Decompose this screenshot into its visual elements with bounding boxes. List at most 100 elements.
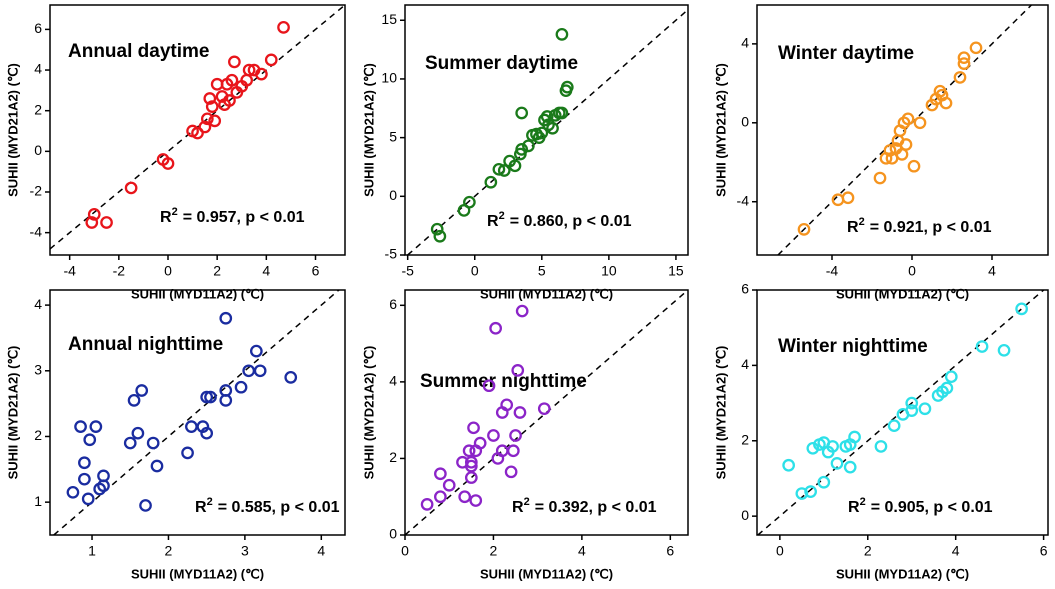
x-tick-label: -4 xyxy=(63,263,76,279)
point xyxy=(782,458,795,472)
point xyxy=(957,51,971,65)
point xyxy=(74,420,87,433)
x-axis-label: SUHII (MYD11A2) (℃) xyxy=(131,566,264,581)
annotation-sup: 2 xyxy=(172,206,178,218)
point xyxy=(127,393,141,407)
point xyxy=(469,494,483,507)
x-tick-label: 2 xyxy=(165,543,173,559)
annotation-prefix: R xyxy=(160,209,172,226)
y-tick-label: 2 xyxy=(34,427,42,443)
point xyxy=(848,430,861,444)
annotation: R2 = 0.392, p < 0.01 xyxy=(512,496,657,516)
point xyxy=(817,475,831,489)
y-tick-label: 4 xyxy=(741,356,749,372)
point xyxy=(830,457,844,470)
point xyxy=(467,421,480,435)
point xyxy=(284,371,298,384)
point xyxy=(797,222,811,236)
y-tick-label: -2 xyxy=(30,183,43,199)
y-tick-label: 10 xyxy=(381,70,397,86)
annotation-text: = 0.860, p < 0.01 xyxy=(510,213,632,230)
point xyxy=(522,139,535,153)
point xyxy=(150,459,164,473)
point xyxy=(484,175,498,189)
x-tick-label: 6 xyxy=(1040,543,1048,559)
plot-frame xyxy=(756,289,1049,536)
panel: 0 2 4 6 0 2 4 6 SUHII (MYD11A2) (℃) SUHII (MYD21A… xyxy=(361,289,689,581)
point xyxy=(420,498,434,511)
point xyxy=(997,343,1011,357)
y-tick-label: 3 xyxy=(34,361,42,377)
x-tick-label: 2 xyxy=(213,263,221,279)
y-tick-label: -4 xyxy=(737,192,750,208)
y-tick-label: 6 xyxy=(34,20,42,36)
y-axis-label: SUHII (MYD21A2) (℃) xyxy=(713,346,728,480)
annotation-text: = 0.921, p < 0.01 xyxy=(870,219,992,236)
x-tick-label: 0 xyxy=(471,263,479,279)
y-tick-label: -5 xyxy=(385,246,398,262)
y-tick-label: 6 xyxy=(389,296,397,312)
point xyxy=(83,433,97,447)
x-tick-label: 4 xyxy=(262,263,270,279)
point xyxy=(918,402,932,416)
x-axis-label: SUHII (MYD11A2) (℃) xyxy=(836,566,969,581)
panel: 0 2 4 6 0 2 4 6 SUHII (MYD11A2) (℃) SUHII (MYD21A… xyxy=(713,281,1049,581)
point xyxy=(907,159,921,173)
y-tick-label: 0 xyxy=(741,114,749,130)
y-tick-label: 2 xyxy=(34,101,42,117)
point xyxy=(555,106,569,120)
x-axis-label: SUHII (MYD11A2) (℃) xyxy=(131,286,264,301)
x-tick-label: 4 xyxy=(952,543,960,559)
x-tick-label: -5 xyxy=(401,263,414,279)
x-tick-label: 4 xyxy=(578,543,586,559)
y-tick-label: 4 xyxy=(389,373,397,389)
point xyxy=(515,106,529,120)
point xyxy=(473,436,487,450)
point xyxy=(85,216,99,229)
point xyxy=(66,485,80,499)
point xyxy=(200,112,214,126)
point xyxy=(940,381,954,395)
x-axis-label: SUHII (MYD11A2) (℃) xyxy=(480,286,613,301)
point xyxy=(89,420,103,433)
y-tick-label: -4 xyxy=(30,223,43,239)
x-axis-label: SUHII (MYD11A2) (℃) xyxy=(480,566,613,581)
point xyxy=(200,390,214,404)
point xyxy=(204,390,217,404)
point xyxy=(542,118,555,132)
y-tick-label: 6 xyxy=(741,281,749,297)
point xyxy=(883,144,897,157)
point xyxy=(277,21,290,34)
y-axis-label: SUHII (MYD21A2) (℃) xyxy=(5,63,20,197)
panel: -4 -2 0 2 4 6 -4 -2 0 2 4 6 SUHII (MYD11A2) (℃) SUHII… xyxy=(5,4,346,301)
x-tick-label: 6 xyxy=(312,263,320,279)
point xyxy=(463,195,476,209)
point xyxy=(442,478,456,492)
plot-frame xyxy=(49,4,346,256)
point xyxy=(434,490,447,504)
y-tick-label: 0 xyxy=(389,526,397,542)
point xyxy=(874,440,888,453)
point xyxy=(181,446,194,460)
panel: -5 0 5 10 15 -5 0 5 10 15 SUHII (MYD11A2) (℃) SUHII… xyxy=(361,4,689,301)
point xyxy=(464,471,478,484)
panel-title: Winter nighttime xyxy=(778,336,928,357)
point xyxy=(242,63,256,77)
y-tick-label: 4 xyxy=(34,61,42,77)
y-axis-label: SUHII (MYD21A2) (℃) xyxy=(361,63,376,197)
point xyxy=(434,467,447,481)
point xyxy=(1015,302,1028,316)
x-tick-label: 2 xyxy=(490,543,498,559)
point xyxy=(131,426,145,440)
y-tick-label: 0 xyxy=(741,507,749,523)
point xyxy=(464,455,478,469)
point xyxy=(78,472,91,486)
panel: 1 2 3 4 1 2 3 4 SUHII (MYD11A2) (℃) SUHII (MYD21A… xyxy=(5,289,346,581)
x-tick-label: 6 xyxy=(666,543,674,559)
point xyxy=(161,157,175,170)
point xyxy=(255,67,268,81)
annotation: R2 = 0.921, p < 0.01 xyxy=(847,216,992,236)
annotation-sup: 2 xyxy=(859,216,865,228)
y-tick-label: 2 xyxy=(741,431,749,447)
